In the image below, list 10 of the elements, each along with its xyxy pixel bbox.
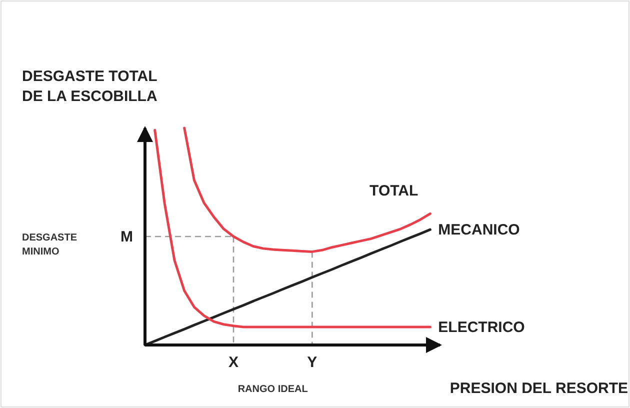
text: RANGO IDEAL (238, 384, 308, 395)
text: DESGASTE MINIMO (22, 232, 78, 258)
y-axis-title: DESGASTE TOTAL DE LA ESCOBILLA (22, 68, 158, 105)
series-label: TOTAL (370, 182, 418, 200)
series-label: MECANICO (438, 222, 520, 239)
text: Y (307, 354, 318, 371)
text: X (228, 354, 239, 371)
series-label: ELECTRICO (438, 318, 526, 336)
ref-line-label: M (120, 228, 133, 246)
x-axis-title: PRESION DEL RESORTE (450, 380, 628, 397)
